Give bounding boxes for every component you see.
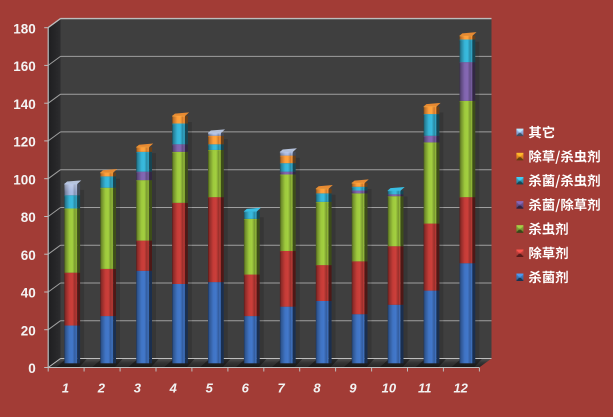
svg-text:3: 3 [134,381,142,396]
svg-text:160: 160 [13,59,36,74]
svg-text:180: 180 [13,21,36,36]
svg-text:0: 0 [28,361,36,376]
svg-text:7: 7 [277,381,285,396]
svg-text:120: 120 [13,135,36,150]
svg-text:6: 6 [242,381,250,396]
svg-text:1: 1 [62,381,69,396]
svg-text:12: 12 [453,381,468,396]
svg-text:8: 8 [313,381,321,396]
svg-text:4: 4 [169,381,178,396]
svg-text:10: 10 [382,381,397,396]
svg-text:80: 80 [21,210,36,225]
svg-text:2: 2 [97,381,106,396]
svg-text:40: 40 [21,286,36,301]
svg-text:100: 100 [13,172,36,187]
svg-text:9: 9 [349,381,357,396]
svg-text:20: 20 [21,323,36,338]
svg-text:11: 11 [418,381,432,396]
svg-text:140: 140 [13,97,36,112]
svg-text:60: 60 [21,248,36,263]
svg-text:5: 5 [206,381,214,396]
